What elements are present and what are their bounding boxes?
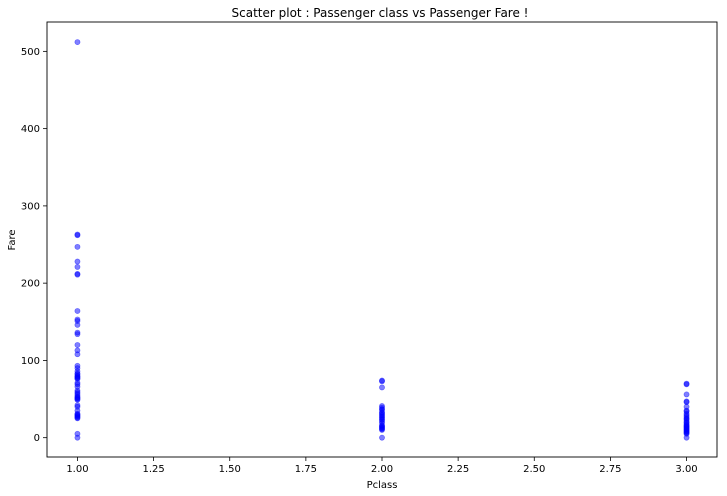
y-tick-label: 400 bbox=[21, 124, 40, 135]
chart-title: Scatter plot : Passenger class vs Passen… bbox=[232, 6, 529, 20]
data-point bbox=[74, 331, 81, 338]
x-tick-label: 1.25 bbox=[142, 464, 164, 475]
x-tick-label: 1.75 bbox=[295, 464, 317, 475]
x-tick-label: 1.00 bbox=[66, 464, 88, 475]
data-point bbox=[379, 384, 385, 391]
x-tick-label: 2.00 bbox=[371, 464, 393, 475]
data-point bbox=[74, 243, 81, 250]
data-point bbox=[74, 342, 81, 348]
x-tick-label: 2.50 bbox=[523, 464, 545, 475]
x-tick-label: 2.75 bbox=[599, 464, 621, 475]
data-point bbox=[74, 308, 81, 314]
data-point bbox=[379, 427, 385, 433]
data-point bbox=[683, 434, 690, 441]
data-point bbox=[74, 415, 81, 422]
data-point bbox=[379, 434, 385, 441]
data-point bbox=[74, 232, 81, 239]
data-point bbox=[683, 381, 690, 388]
y-axis: 0 100 200 300 400 500 bbox=[21, 47, 47, 444]
y-tick-label: 100 bbox=[21, 356, 40, 367]
data-point bbox=[74, 264, 81, 270]
plot-frame bbox=[46, 21, 718, 458]
data-point bbox=[683, 391, 690, 398]
y-tick-label: 500 bbox=[21, 47, 40, 58]
x-tick-label: 3.00 bbox=[675, 464, 697, 475]
y-axis-label: Fare bbox=[7, 229, 18, 250]
data-point bbox=[74, 434, 81, 441]
y-tick-label: 300 bbox=[21, 201, 40, 212]
x-axis: 1.00 1.25 1.50 1.75 2.00 2.25 2.50 2.75 3.00 bbox=[66, 457, 698, 475]
x-tick-label: 2.25 bbox=[447, 464, 469, 475]
data-point bbox=[74, 321, 81, 328]
data-point bbox=[74, 271, 81, 278]
data-point bbox=[74, 258, 81, 265]
points-layer bbox=[74, 39, 690, 441]
y-tick-label: 0 bbox=[34, 433, 40, 444]
data-point bbox=[74, 39, 81, 45]
y-tick-label: 200 bbox=[21, 279, 40, 290]
data-point bbox=[379, 378, 385, 385]
data-point bbox=[74, 351, 81, 358]
data-point bbox=[74, 396, 81, 403]
x-axis-label: Pclass bbox=[367, 480, 398, 491]
x-tick-label: 1.50 bbox=[219, 464, 241, 475]
